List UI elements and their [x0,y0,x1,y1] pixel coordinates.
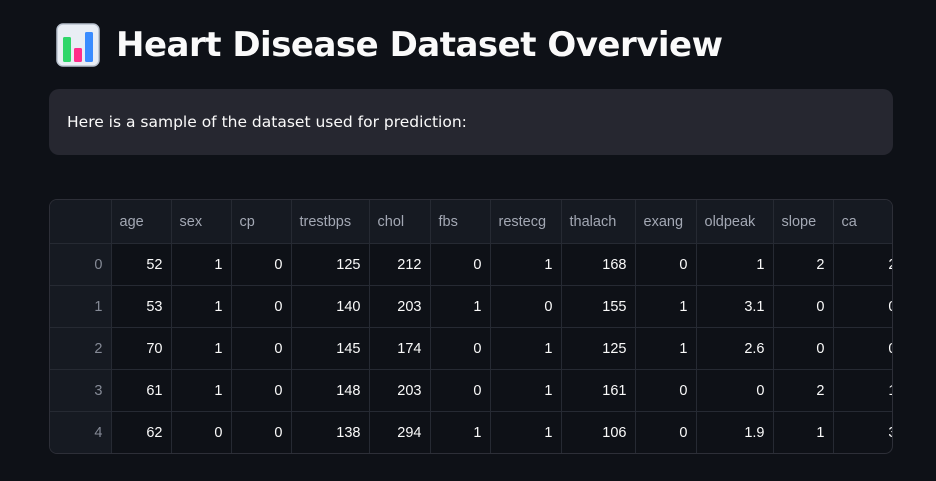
table-cell-chol[interactable]: 294 [369,411,431,453]
column-header-oldpeak[interactable]: oldpeak [696,200,774,244]
index-header-cell[interactable] [50,200,112,244]
table-cell-exang[interactable]: 0 [635,411,697,453]
table-cell-ca[interactable]: 0 [833,285,892,328]
row-index-cell[interactable]: 4 [50,411,112,453]
table-cell-trestbps[interactable]: 125 [291,243,370,286]
row-index-cell[interactable]: 1 [50,285,112,328]
table-cell-restecg[interactable]: 0 [490,285,562,328]
table-cell-sex[interactable]: 1 [171,243,232,286]
table-cell-ca[interactable]: 1 [833,369,892,412]
table-cell-fbs[interactable]: 1 [430,285,491,328]
row-index-cell[interactable]: 0 [50,243,112,286]
table-cell-age[interactable]: 53 [111,285,172,328]
table-cell-ca[interactable]: 3 [833,411,892,453]
column-header-slope[interactable]: slope [773,200,834,244]
table-cell-oldpeak[interactable]: 2.6 [696,327,774,370]
table-cell-age[interactable]: 61 [111,369,172,412]
column-header-fbs[interactable]: fbs [430,200,491,244]
table-cell-fbs[interactable]: 0 [430,369,491,412]
table-cell-oldpeak[interactable]: 3.1 [696,285,774,328]
table-cell-trestbps[interactable]: 140 [291,285,370,328]
table-body: 05210125212011680122153101402031015513.1… [50,243,892,453]
table-cell-thalach[interactable]: 125 [561,327,636,370]
column-header-cp[interactable]: cp [231,200,292,244]
table-cell-chol[interactable]: 174 [369,327,431,370]
table-cell-cp[interactable]: 0 [231,369,292,412]
table-cell-fbs[interactable]: 0 [430,243,491,286]
table-cell-restecg[interactable]: 1 [490,411,562,453]
table-cell-sex[interactable]: 1 [171,369,232,412]
page-title: Heart Disease Dataset Overview [116,25,723,65]
table-cell-cp[interactable]: 0 [231,285,292,328]
data-grid: age sex cp trestbps chol fbs restecg thalach exa… [50,200,892,453]
table-cell-exang[interactable]: 1 [635,327,697,370]
table-cell-fbs[interactable]: 0 [430,327,491,370]
table-row: 36110148203011610021 [50,369,892,412]
table-cell-thalach[interactable]: 106 [561,411,636,453]
table-cell-exang[interactable]: 1 [635,285,697,328]
table-cell-oldpeak[interactable]: 0 [696,369,774,412]
table-cell-slope[interactable]: 1 [773,411,834,453]
table-cell-trestbps[interactable]: 145 [291,327,370,370]
table-cell-age[interactable]: 62 [111,411,172,453]
table-cell-exang[interactable]: 0 [635,243,697,286]
table-cell-slope[interactable]: 0 [773,285,834,328]
table-cell-sex[interactable]: 0 [171,411,232,453]
table-cell-slope[interactable]: 2 [773,369,834,412]
table-cell-age[interactable]: 52 [111,243,172,286]
table-cell-ca[interactable]: 0 [833,327,892,370]
table-cell-oldpeak[interactable]: 1 [696,243,774,286]
table-cell-thalach[interactable]: 155 [561,285,636,328]
table-cell-ca[interactable]: 2 [833,243,892,286]
column-header-exang[interactable]: exang [635,200,697,244]
table-cell-sex[interactable]: 1 [171,327,232,370]
column-header-chol[interactable]: chol [369,200,431,244]
table-cell-sex[interactable]: 1 [171,285,232,328]
table-cell-oldpeak[interactable]: 1.9 [696,411,774,453]
table-cell-restecg[interactable]: 1 [490,369,562,412]
table-cell-fbs[interactable]: 1 [430,411,491,453]
table-header-row: age sex cp trestbps chol fbs restecg thalach exa… [50,200,892,244]
table-cell-trestbps[interactable]: 138 [291,411,370,453]
table-cell-slope[interactable]: 0 [773,327,834,370]
column-header-ca[interactable]: ca [833,200,892,244]
table-cell-restecg[interactable]: 1 [490,243,562,286]
table-cell-restecg[interactable]: 1 [490,327,562,370]
table-cell-thalach[interactable]: 168 [561,243,636,286]
table-cell-chol[interactable]: 203 [369,285,431,328]
column-header-restecg[interactable]: restecg [490,200,562,244]
table-cell-cp[interactable]: 0 [231,243,292,286]
table-cell-exang[interactable]: 0 [635,369,697,412]
page-header: Heart Disease Dataset Overview [56,20,723,70]
info-message: Here is a sample of the dataset used for… [67,113,467,131]
column-header-sex[interactable]: sex [171,200,232,244]
column-header-thalach[interactable]: thalach [561,200,636,244]
table-row: 05210125212011680122 [50,243,892,286]
column-header-trestbps[interactable]: trestbps [291,200,370,244]
row-index-cell[interactable]: 2 [50,327,112,370]
table-cell-chol[interactable]: 212 [369,243,431,286]
dataframe-table[interactable]: age sex cp trestbps chol fbs restecg thalach exa… [49,199,893,454]
table-cell-trestbps[interactable]: 148 [291,369,370,412]
table-cell-cp[interactable]: 0 [231,411,292,453]
table-cell-cp[interactable]: 0 [231,327,292,370]
table-cell-chol[interactable]: 203 [369,369,431,412]
table-cell-age[interactable]: 70 [111,327,172,370]
bar-chart-icon [56,23,100,67]
column-header-age[interactable]: age [111,200,172,244]
info-alert: Here is a sample of the dataset used for… [49,89,893,155]
table-cell-thalach[interactable]: 161 [561,369,636,412]
row-index-cell[interactable]: 3 [50,369,112,412]
table-cell-slope[interactable]: 2 [773,243,834,286]
